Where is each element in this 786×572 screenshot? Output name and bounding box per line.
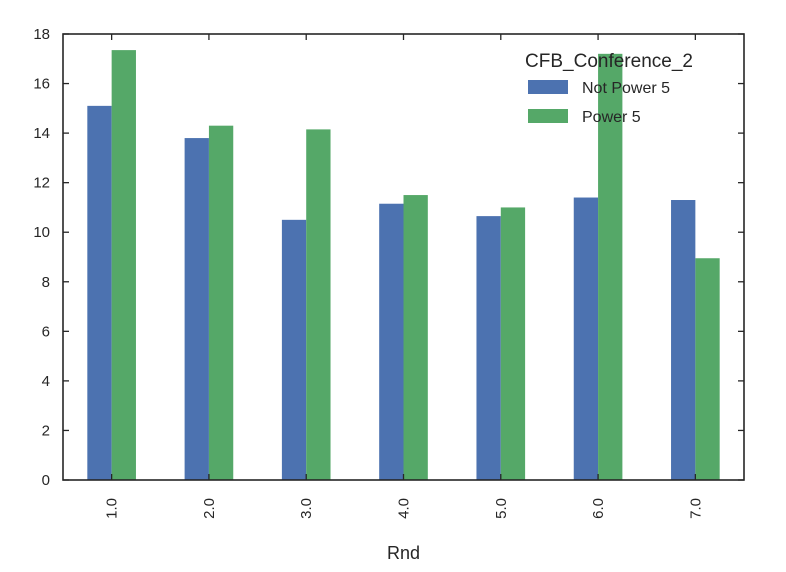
bar-power-5-2.0 (208, 125, 234, 481)
y-tick-label-0: 0 (42, 472, 50, 489)
bar-not-power-5-2.0 (184, 138, 209, 480)
bar-power-5-6.0 (598, 53, 623, 480)
legend-swatch-power-5 (528, 109, 568, 123)
plot-frame (62, 33, 745, 481)
y-tick-label-18: 18 (33, 26, 50, 43)
legend-label-power-5: Power 5 (582, 109, 641, 126)
x-tick-label-6.0: 6.0 (590, 498, 607, 519)
legend-label-not-power-5: Not Power 5 (582, 80, 670, 97)
bar-not-power-5-7.0 (671, 200, 696, 480)
y-tick-label-10: 10 (33, 224, 50, 241)
x-tick-label-4.0: 4.0 (396, 498, 413, 519)
bar-not-power-5-6.0 (573, 197, 599, 480)
x-tick-label-2.0: 2.0 (201, 498, 218, 519)
bars-group (87, 50, 720, 481)
legend-title: CFB_Conference_2 (525, 51, 693, 72)
x-axis-title: Rnd (387, 543, 420, 563)
x-tick-label-1.0: 1.0 (104, 498, 121, 519)
bar-not-power-5-3.0 (281, 219, 307, 480)
y-tick-label-6: 6 (42, 323, 50, 340)
bar-not-power-5-4.0 (379, 203, 404, 481)
bar-power-5-3.0 (306, 129, 331, 480)
y-tick-label-12: 12 (33, 175, 50, 192)
legend: CFB_Conference_2 Not Power 5 Power 5 (525, 51, 693, 126)
bar-power-5-4.0 (403, 195, 428, 480)
y-tick-label-2: 2 (42, 422, 50, 439)
bar-power-5-7.0 (695, 258, 720, 480)
y-tick-label-14: 14 (33, 125, 50, 142)
x-axis: 1.0 2.0 3.0 4.0 5.0 6.0 7.0 (104, 34, 704, 519)
bar-power-5-1.0 (111, 50, 136, 481)
y-tick-label-4: 4 (42, 373, 50, 390)
y-tick-label-8: 8 (42, 274, 50, 291)
bar-not-power-5-5.0 (476, 216, 501, 480)
x-tick-label-3.0: 3.0 (298, 498, 315, 519)
bar-power-5-5.0 (500, 207, 526, 480)
x-tick-label-7.0: 7.0 (687, 498, 704, 519)
y-axis: 0 2 4 6 8 10 12 14 16 18 (33, 26, 744, 489)
x-tick-label-5.0: 5.0 (493, 498, 510, 519)
bar-not-power-5-1.0 (87, 105, 112, 481)
legend-swatch-not-power-5 (528, 80, 568, 94)
y-tick-label-16: 16 (33, 76, 50, 93)
